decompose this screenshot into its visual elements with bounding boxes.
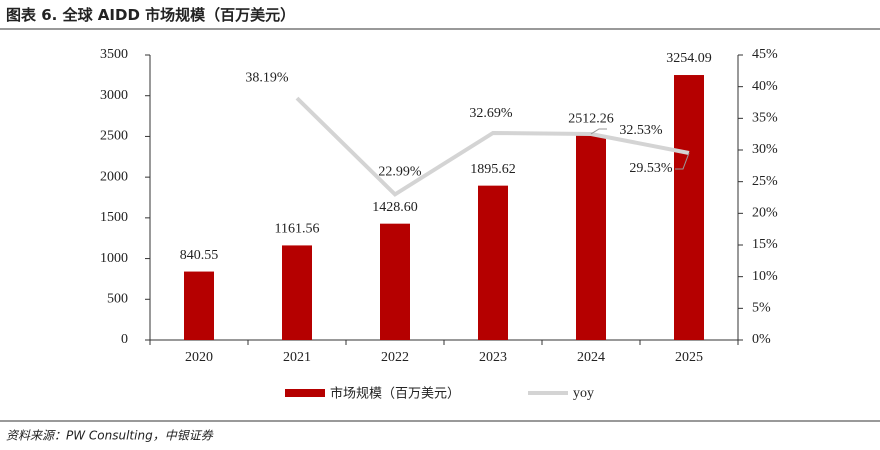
x-tick-label: 2022 xyxy=(381,350,409,365)
yoy-line xyxy=(295,96,690,197)
bar-value-label: 1161.56 xyxy=(275,222,320,237)
leader xyxy=(675,152,690,170)
x-tick-label: 2024 xyxy=(577,350,605,365)
y2-tick-label: 10% xyxy=(752,269,778,284)
y2-tick-label: 5% xyxy=(752,301,771,316)
x-tick-label: 2023 xyxy=(479,350,507,365)
line-value-label: 29.53% xyxy=(629,161,673,176)
y-tick-label: 500 xyxy=(107,292,128,307)
y2-tick-label: 20% xyxy=(752,206,778,221)
bar xyxy=(184,271,214,340)
y-tick-label: 2000 xyxy=(100,169,128,184)
legend-label: 市场规模（百万美元） xyxy=(330,386,460,402)
leader xyxy=(590,128,607,135)
x-tick-label: 2020 xyxy=(185,350,213,365)
bar-value-label: 2512.26 xyxy=(568,112,614,127)
y2-tick-label: 30% xyxy=(752,142,778,157)
bar xyxy=(674,75,704,340)
bar xyxy=(576,135,606,340)
x-tick-label: 2025 xyxy=(675,350,703,365)
legend-label: yoy xyxy=(573,386,594,401)
y2-tick-label: 15% xyxy=(752,237,778,252)
y-tick-label: 3000 xyxy=(100,88,128,103)
y-tick-label: 0 xyxy=(121,332,128,347)
y2-tick-label: 25% xyxy=(752,174,778,189)
y2-tick-label: 35% xyxy=(752,111,778,126)
y-tick-label: 2500 xyxy=(100,129,128,144)
y2-tick-label: 45% xyxy=(752,47,778,62)
bar xyxy=(478,185,508,340)
y-tick-label: 1000 xyxy=(100,251,128,266)
source: 资料来源：PW Consulting，中银证券 xyxy=(6,429,214,443)
legend-swatch xyxy=(285,389,325,397)
line-value-label: 38.19% xyxy=(245,70,289,85)
bar xyxy=(380,223,410,340)
y2-tick-label: 40% xyxy=(752,79,778,94)
y2-tick-label: 0% xyxy=(752,332,771,347)
bar xyxy=(282,245,312,340)
bar-value-label: 3254.09 xyxy=(666,51,712,66)
x-tick-label: 2021 xyxy=(283,350,311,365)
line-value-label: 32.69% xyxy=(469,106,513,121)
bar-value-label: 840.55 xyxy=(180,248,219,263)
y-tick-label: 3500 xyxy=(100,47,128,62)
y-tick-label: 1500 xyxy=(100,210,128,225)
chart-title: 图表 6. 全球 AIDD 市场规模（百万美元） xyxy=(6,6,295,24)
line-value-label: 32.53% xyxy=(619,123,663,138)
line-value-label: 22.99% xyxy=(378,165,422,180)
bar-value-label: 1895.62 xyxy=(470,162,516,177)
bar-value-label: 1428.60 xyxy=(372,200,418,215)
